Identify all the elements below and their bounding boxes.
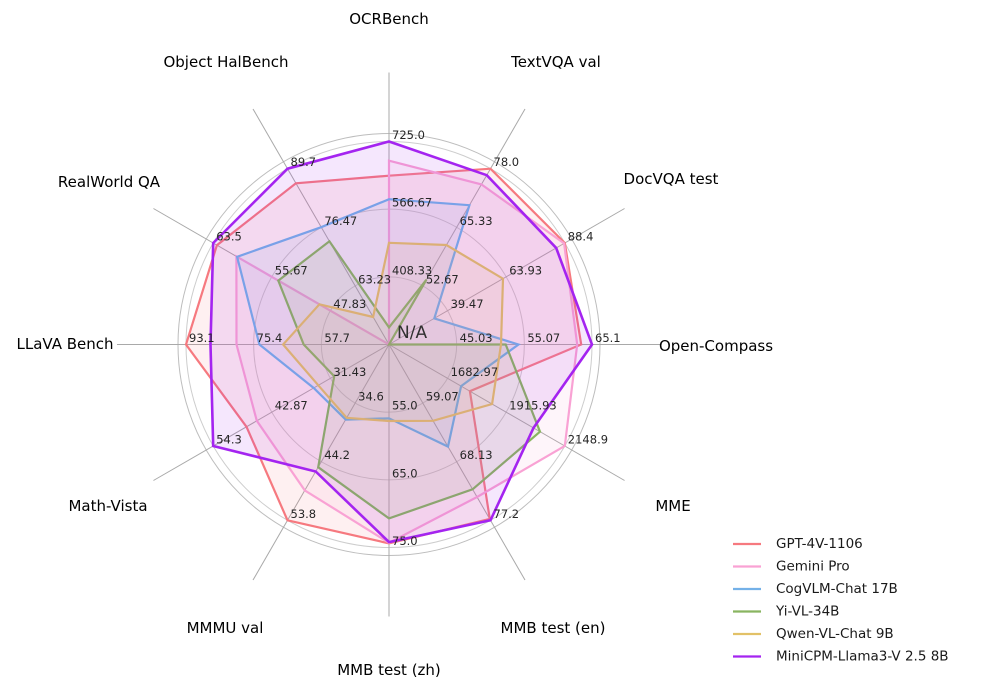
legend-item-minicpm-llama3-v-2-5-8b: MiniCPM-Llama3-V 2.5 8B (733, 649, 949, 665)
axis-spoke-mme (388, 344, 625, 481)
tick-label-mmmu-val-2: 53.8 (291, 507, 317, 521)
axis-title-realworld-qa: RealWorld QA (58, 173, 161, 191)
series-polygon-cogvlm-chat-17b (235, 198, 521, 449)
tick-label-mmb-test-zh-1: 65.0 (392, 466, 418, 480)
legend: GPT-4V-1106 Gemini Pro CogVLM-Chat 17B Yi-V… (733, 536, 949, 665)
tick-label-textvqa-val-2: 78.0 (494, 155, 520, 169)
tick-label-textvqa-val-1: 65.33 (460, 214, 493, 228)
axis-title-object-halbench: Object HalBench (163, 53, 288, 71)
tick-label-llava-bench-2: 93.1 (189, 331, 215, 345)
tick-label-textvqa-val-0: 52.67 (426, 272, 459, 286)
series-polygon-minicpm-llama3-v-2-5-8b (209, 140, 594, 544)
axis-title-textvqa-val: TextVQA val (510, 53, 601, 71)
tick-label-ocrbench-1: 566.67 (392, 196, 432, 210)
legend-item-cogvlm-chat-17b: CogVLM-Chat 17B (733, 581, 898, 597)
tick-label-realworld-qa-2: 63.5 (216, 230, 242, 244)
legend-label-yi-vl-34b: Yi-VL-34B (775, 604, 839, 620)
tick-label-math-vista-1: 42.87 (275, 399, 308, 413)
tick-label-open-compass-1: 55.07 (527, 331, 560, 345)
axis-title-mmb-test-zh: MMB test (zh) (337, 661, 441, 679)
tick-label-docvqa-test-2: 88.4 (568, 230, 594, 244)
tick-label-docvqa-test-1: 63.93 (509, 263, 542, 277)
axis-spoke-math-vista (153, 344, 390, 481)
axis-title-ocrbench: OCRBench (349, 10, 428, 28)
tick-labels: 408.33 566.67 725.0 52.67 65.33 78.0 39.47 63.9… (189, 128, 621, 548)
axis-title-mmb-test-en: MMB test (en) (501, 619, 606, 637)
tick-label-realworld-qa-1: 55.67 (275, 263, 308, 277)
tick-label-mmb-test-en-0: 59.07 (426, 390, 459, 404)
tick-label-object-halbench-1: 76.47 (324, 214, 357, 228)
legend-label-qwen-vl-chat-9b: Qwen-VL-Chat 9B (776, 626, 894, 642)
tick-label-math-vista-2: 54.3 (216, 433, 242, 447)
axis-title-open-compass: Open-Compass (659, 337, 773, 355)
tick-label-object-halbench-2: 89.7 (291, 155, 317, 169)
legend-item-yi-vl-34b: Yi-VL-34B (733, 604, 839, 620)
legend-item-gemini-pro: Gemini Pro (733, 559, 850, 575)
axis-spoke-mmb-test-en (388, 344, 526, 581)
tick-label-mmmu-val-1: 44.2 (324, 448, 350, 462)
tick-label-mme-2: 2148.9 (568, 433, 608, 447)
tick-label-ocrbench-2: 725.0 (392, 128, 425, 142)
tick-label-mmb-test-zh-0: 55.0 (392, 399, 418, 413)
tick-label-object-halbench-0: 63.23 (358, 272, 391, 286)
tick-label-llava-bench-0: 57.7 (324, 331, 350, 345)
tick-label-mme-0: 1682.97 (451, 365, 499, 379)
tick-label-mmb-test-en-2: 77.2 (494, 507, 520, 521)
tick-label-mmb-test-zh-2: 75.0 (392, 534, 418, 548)
tick-label-mme-1: 1915.93 (509, 399, 557, 413)
axis-title-mme: MME (655, 497, 690, 515)
series-polygons (184, 140, 594, 545)
tick-label-llava-bench-1: 75.4 (257, 331, 283, 345)
legend-label-gemini-pro: Gemini Pro (776, 559, 850, 575)
legend-item-gpt-4v-1106: GPT-4V-1106 (733, 536, 863, 552)
axis-title-math-vista: Math-Vista (68, 497, 147, 515)
tick-label-open-compass-0: 45.03 (460, 331, 493, 345)
axis-spoke-mmmu-val (252, 344, 390, 581)
legend-label-cogvlm-chat-17b: CogVLM-Chat 17B (776, 581, 898, 597)
legend-item-qwen-vl-chat-9b: Qwen-VL-Chat 9B (733, 626, 894, 642)
axis-spoke-docvqa-test (388, 208, 625, 345)
tick-label-ocrbench-0: 408.33 (392, 263, 432, 277)
axis-title-docvqa-test: DocVQA test (624, 170, 719, 188)
axis-title-llava-bench: LLaVA Bench (16, 335, 113, 353)
tick-label-open-compass-2: 65.1 (595, 331, 621, 345)
legend-label-minicpm-llama3-v-2-5-8b: MiniCPM-Llama3-V 2.5 8B (776, 649, 949, 665)
tick-label-mmmu-val-0: 34.6 (358, 390, 384, 404)
tick-label-docvqa-test-0: 39.47 (451, 297, 484, 311)
axis-title-mmmu-val: MMMU val (187, 619, 264, 637)
axis-titles: OCRBench TextVQA val DocVQA test Open-Compa… (16, 10, 773, 679)
series-polygon-qwen-vl-chat-9b (281, 241, 505, 423)
tick-label-math-vista-0: 31.43 (333, 365, 366, 379)
na-annotation: N/A (397, 323, 427, 343)
legend-label-gpt-4v-1106: GPT-4V-1106 (776, 536, 863, 552)
tick-label-realworld-qa-0: 47.83 (333, 297, 366, 311)
tick-label-mmb-test-en-1: 68.13 (460, 448, 493, 462)
